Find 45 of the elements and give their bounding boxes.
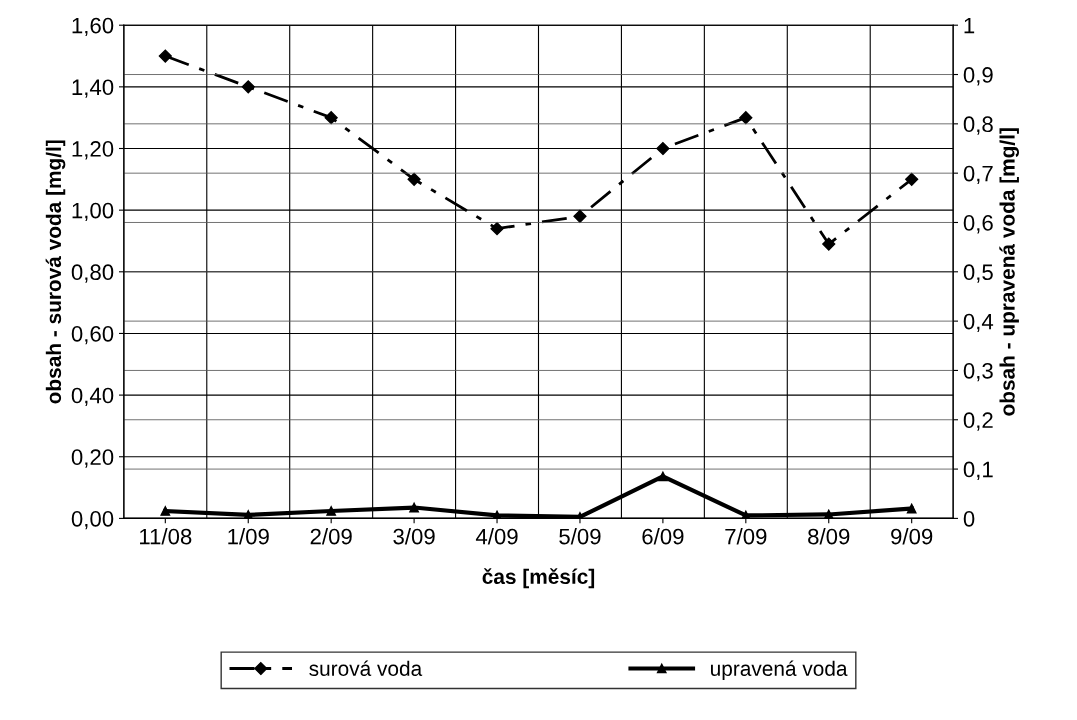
y-tick-label: 1,20 [72,141,114,160]
y2-axis-title: obsah - upravená voda [mg/l] [999,128,1020,416]
y-tick-label: 0,40 [71,387,114,406]
x-tick-label: 1/09 [228,528,269,545]
y2-tick-label: 0,7 [963,165,993,185]
x-tick-label: 8/09 [808,528,850,545]
y-axis-title: obsah - surová voda [mg/l] [45,140,66,404]
x-tick-label: 3/09 [393,528,435,545]
x-tick-label: 6/09 [642,528,684,545]
y2-tick-label: 0,4 [963,313,994,333]
point [407,172,421,186]
legend-label: upravená voda [711,660,848,681]
point [905,172,919,186]
y-tick-label: 1,60 [72,17,114,37]
x-tick-label: 5/09 [559,528,601,545]
y2-tick-label: 0 [963,510,975,527]
point [573,209,587,223]
y-tick-label: 1,00 [72,202,114,222]
legend-label: surová voda [309,660,423,676]
y2-tick-label: 0,8 [963,116,993,135]
y2-tick-label: 0,5 [963,264,993,283]
y2-tick-label: 0,9 [963,67,993,86]
x-tick-label: 11/08 [140,528,192,545]
y-tick-label: 1,40 [72,79,114,98]
y-tick-label: 0,80 [71,264,114,283]
point [490,222,504,236]
y2-tick-label: 1 [964,17,975,34]
y2-tick-label: 0,2 [963,412,993,431]
y-tick-label: 0,60 [71,325,114,345]
point [739,111,753,125]
y-tick-label: 0,20 [71,449,114,468]
x-axis-title: čas [měsíc] [482,568,595,589]
point [241,80,255,94]
point [158,49,172,63]
point [324,111,338,125]
x-tick-label: 4/09 [475,528,518,545]
x-tick-label: 7/09 [725,528,767,545]
y-tick-label: 0,00 [71,510,114,530]
y2-tick-label: 0,6 [963,215,993,234]
point [656,141,670,156]
y2-tick-label: 0,1 [963,461,993,480]
y2-tick-label: 0,3 [963,362,993,382]
x-tick-label: 2/09 [310,528,352,545]
point [822,237,836,251]
x-tick-label: 9/09 [891,528,933,545]
